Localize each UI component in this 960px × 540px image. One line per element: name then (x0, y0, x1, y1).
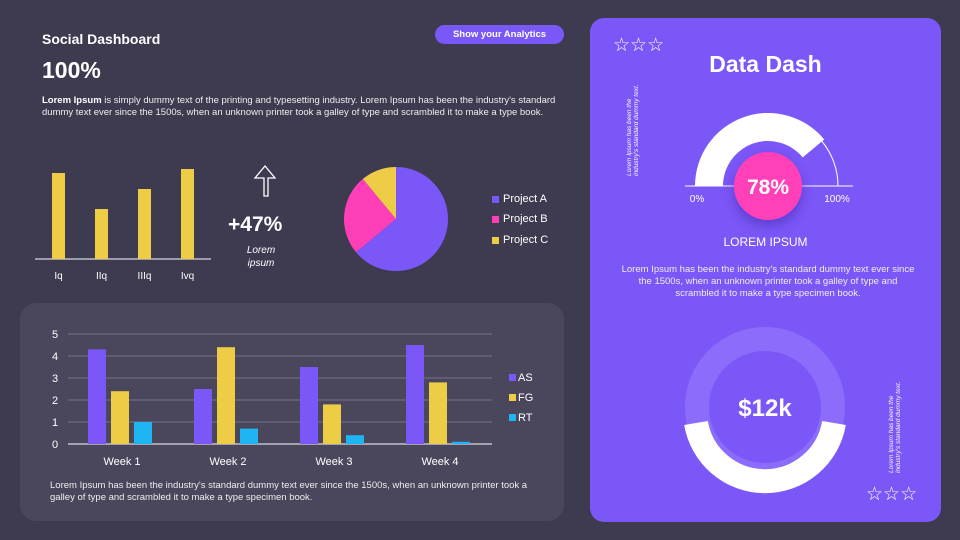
legend-label: FG (518, 392, 533, 404)
bar-rt (346, 435, 364, 444)
tick-label: Iq (54, 271, 62, 282)
pie-slice (355, 167, 449, 271)
legend-swatch (509, 374, 516, 381)
arrow-up-icon (253, 164, 277, 197)
bar-rt (134, 422, 152, 444)
project-pie-chart (344, 167, 449, 271)
x-tick-label: Week 4 (421, 456, 458, 468)
donut-value: $12k (738, 395, 792, 422)
bar-rt (452, 441, 470, 444)
legend-swatch (492, 215, 499, 223)
intro-rest: is simply dummy text of the printing and… (42, 95, 556, 118)
y-tick-label: 1 (52, 417, 58, 429)
gauge-min: 0% (690, 194, 705, 205)
stars-icon: ☆☆☆ (866, 484, 918, 505)
bar-rt (240, 428, 258, 444)
intro-bold: Lorem Ipsum (42, 95, 102, 106)
gauge-description: Lorem Ipsum has been the industry's stan… (621, 264, 915, 299)
legend-project-a: Project A (492, 193, 547, 205)
pie-slice (344, 178, 396, 253)
legend-label: Project B (503, 213, 548, 225)
gauge-value: 78% (747, 176, 789, 199)
show-analytics-button[interactable]: Show your Analytics (435, 25, 564, 44)
gauge-subtitle: LOREM IPSUM (723, 235, 808, 249)
gauge-max: 100% (824, 194, 850, 205)
bar-as (300, 367, 318, 444)
tick-label: IIq (96, 271, 107, 282)
tick-label: IIIq (138, 271, 152, 282)
y-tick-label: 0 (52, 439, 58, 451)
bar (95, 209, 108, 259)
weekly-description: Lorem Ipsum has been the industry's stan… (50, 480, 528, 503)
intro-text: Lorem Ipsum is simply dummy text of the … (42, 95, 562, 119)
legend-project-c: Project C (492, 234, 548, 246)
bar-as (88, 349, 106, 444)
data-dash-card (590, 18, 941, 522)
legend-label: AS (518, 372, 533, 384)
gauge-track (821, 141, 839, 187)
page-title: Social Dashboard (42, 31, 161, 47)
legend-swatch (492, 236, 499, 244)
legend-label: RT (518, 412, 533, 424)
data-dash-title: Data Dash (709, 51, 822, 77)
weekly-chart-card (20, 303, 564, 521)
x-tick-label: Week 2 (209, 456, 246, 468)
tick-label: Ivq (181, 271, 194, 282)
bar (181, 169, 194, 259)
stars-icon: ☆☆☆ (613, 35, 665, 56)
bar-fg (429, 382, 447, 444)
legend-swatch (492, 195, 499, 203)
legend-label: Project C (503, 234, 549, 246)
bar-as (194, 389, 212, 444)
right-graphics: 78% 0% 100% $12k (684, 113, 853, 494)
growth-value: +47% (228, 213, 283, 236)
legend-project-b: Project B (492, 213, 548, 225)
bar (138, 189, 151, 259)
growth-label: Lorem ipsum (246, 245, 276, 269)
gauge-center (734, 152, 802, 220)
y-tick-label: 2 (52, 395, 58, 407)
y-tick-label: 4 (52, 351, 58, 363)
legend-swatch (509, 414, 516, 421)
x-tick-label: Week 3 (315, 456, 352, 468)
pie-slice (362, 167, 396, 219)
bar (52, 173, 65, 259)
x-tick-label: Week 1 (103, 456, 140, 468)
bar-as (406, 345, 424, 444)
bar-fg (323, 404, 341, 444)
donut-fill (684, 420, 846, 494)
bar-fg (111, 391, 129, 444)
y-tick-label: 3 (52, 373, 58, 385)
legend-label: Project A (503, 193, 548, 205)
weekly-bar-chart: 0 1 2 3 4 5 Week 1 Week 2 Week 3 Week 4 AS FG RT (52, 329, 533, 468)
total-percent: 100% (42, 57, 101, 83)
legend-swatch (509, 394, 516, 401)
quarterly-bar-chart: Iq IIq IIIq Ivq (35, 169, 211, 282)
y-tick-label: 5 (52, 329, 58, 341)
gauge-fill (695, 113, 825, 186)
bar-fg (217, 347, 235, 444)
